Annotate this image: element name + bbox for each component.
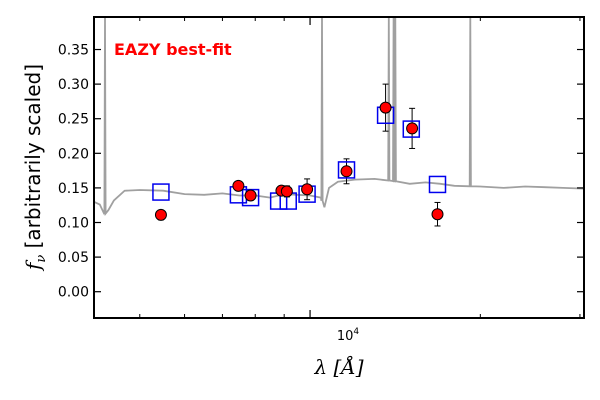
y-tick-label: 0.10: [58, 216, 89, 232]
x-axis-ticks: [139, 17, 581, 318]
y-axis-label: fν [arbitrarily scaled]: [21, 64, 49, 272]
model-flux-box: [337, 161, 356, 179]
observed-flux-point: [244, 189, 257, 202]
observed-flux-point: [406, 122, 419, 135]
sed-layer: [93, 16, 585, 217]
y-tick-label: 0.05: [58, 250, 89, 266]
y-tick-label: 0.35: [58, 43, 89, 59]
plot-frame: [93, 16, 585, 319]
x-axis-symbol: λ: [313, 355, 327, 379]
observed-flux-point: [154, 208, 167, 221]
observed-flux-point: [340, 165, 353, 178]
y-tick-label: 0.20: [58, 146, 89, 162]
error-bars: [157, 83, 441, 227]
observed-flux-point: [232, 179, 245, 192]
observed-photometry: [154, 101, 444, 221]
observed-flux-point: [431, 208, 444, 221]
y-axis-subscript: ν: [34, 255, 49, 263]
x-axis-unit: [Å]: [333, 354, 363, 379]
model-flux-box: [152, 183, 170, 201]
observed-flux-point: [280, 185, 293, 198]
observed-flux-point: [379, 101, 392, 114]
y-axis-ticks: 0.00 0.05 0.10 0.15 0.20 0.25 0.30 0.35: [58, 43, 584, 301]
y-tick-label: 0.25: [58, 112, 89, 128]
annotation-label: EAZY best-fit: [114, 40, 232, 59]
y-tick-label: 0.00: [58, 285, 89, 301]
sed-model-spectrum: [93, 16, 585, 217]
x-tick-label-major: 104: [337, 327, 360, 344]
y-tick-label: 0.30: [58, 77, 89, 93]
y-axis-description: [arbitrarily scaled]: [21, 64, 45, 248]
y-tick-label: 0.15: [58, 181, 89, 197]
model-flux-box: [402, 120, 421, 138]
model-flux-box: [428, 175, 447, 194]
observed-flux-point: [301, 183, 314, 196]
x-axis-label: λ [Å]: [313, 354, 363, 379]
